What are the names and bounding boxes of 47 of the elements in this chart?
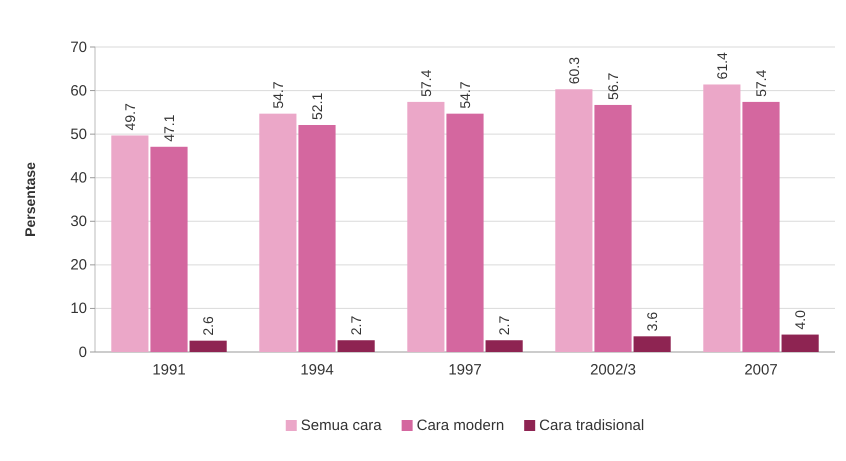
bar <box>446 114 484 352</box>
bar <box>486 340 523 352</box>
x-tick-label: 1997 <box>448 362 482 379</box>
bar <box>407 102 444 352</box>
data-label: 54.7 <box>457 81 473 109</box>
bar <box>782 334 819 352</box>
bar <box>150 146 188 352</box>
data-label: 49.7 <box>122 102 138 130</box>
y-axis-title: Persentase <box>22 162 38 237</box>
y-tick-label: 10 <box>70 300 87 318</box>
data-label: 57.4 <box>418 69 434 97</box>
legend-label: Semua cara <box>300 417 382 434</box>
x-tick-label: 2002/3 <box>590 362 636 379</box>
data-label: 3.6 <box>644 312 660 332</box>
bar <box>703 84 740 352</box>
y-tick-label: 60 <box>70 82 87 100</box>
x-tick-label: 1991 <box>152 362 186 379</box>
bar <box>594 104 632 352</box>
bar <box>742 102 780 352</box>
y-tick-label: 0 <box>78 344 87 361</box>
bar <box>338 340 375 352</box>
x-tick-label: 1994 <box>300 362 334 379</box>
data-label: 4.0 <box>792 310 808 330</box>
bar <box>190 340 227 352</box>
data-label: 60.3 <box>566 56 582 84</box>
bar <box>111 135 148 352</box>
y-tick-label: 20 <box>70 256 87 274</box>
data-label: 47.1 <box>161 114 177 142</box>
y-tick-label: 30 <box>70 213 87 230</box>
data-label: 2.6 <box>200 316 216 336</box>
x-tick-label: 2007 <box>744 362 778 379</box>
data-label: 2.7 <box>496 316 512 336</box>
y-tick-label: 70 <box>70 38 87 56</box>
data-label: 56.7 <box>605 72 621 100</box>
legend-label: Cara modern <box>416 417 504 434</box>
bar <box>298 124 336 352</box>
y-tick-label: 40 <box>70 170 87 187</box>
data-label: 2.7 <box>348 316 364 336</box>
bar <box>259 114 296 352</box>
bar <box>555 89 592 352</box>
legend-label: Cara tradisional <box>539 417 644 434</box>
y-tick-label: 50 <box>70 126 87 143</box>
data-label: 61.4 <box>714 52 730 80</box>
data-label: 54.7 <box>270 81 286 109</box>
data-label: 57.4 <box>753 69 769 97</box>
data-label: 52.1 <box>309 92 325 120</box>
bar <box>634 336 671 352</box>
